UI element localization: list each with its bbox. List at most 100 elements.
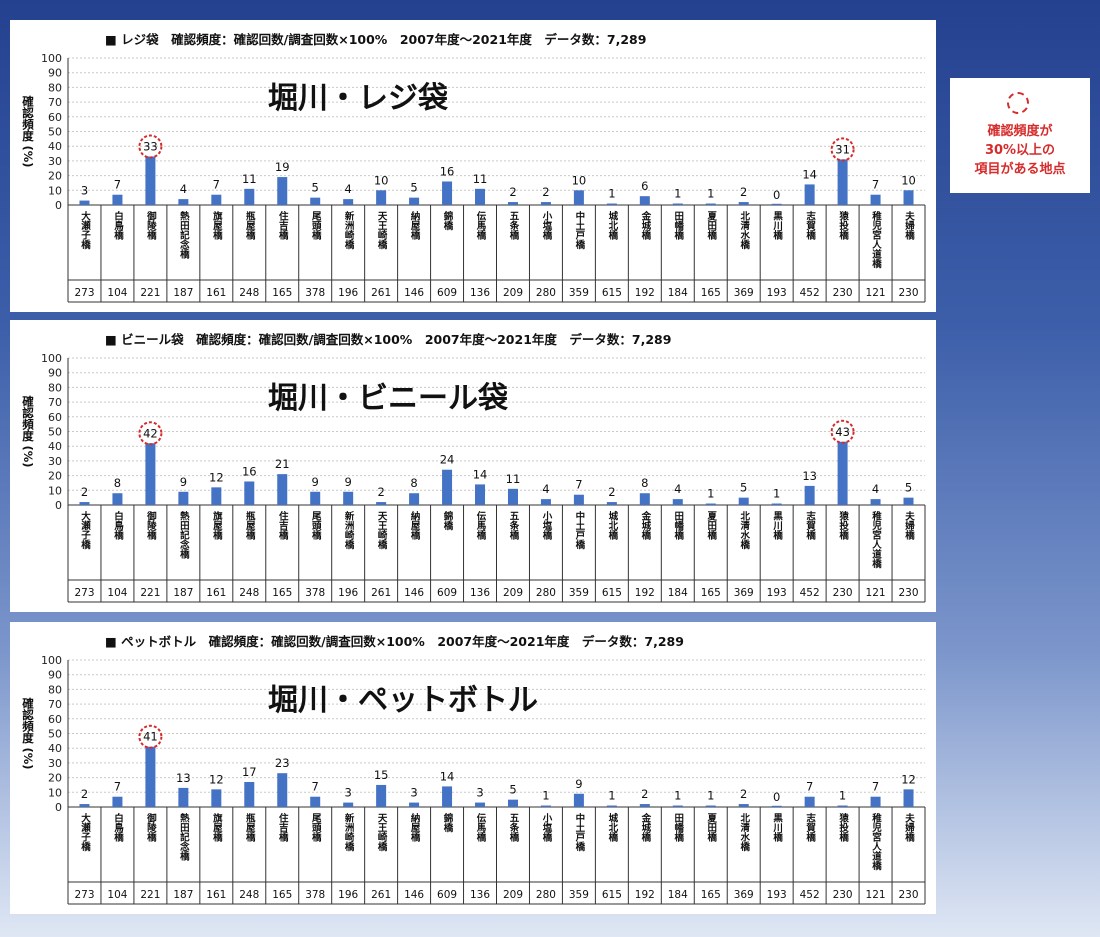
value-label: 7 xyxy=(213,178,220,192)
count-label: 136 xyxy=(470,889,490,901)
bar xyxy=(672,203,683,205)
count-label: 369 xyxy=(734,287,754,299)
category-label: 尾頭橋 xyxy=(310,511,323,540)
y-tick-label: 60 xyxy=(48,713,62,726)
value-label: 12 xyxy=(209,470,224,484)
value-label: 2 xyxy=(608,485,615,499)
value-label: 10 xyxy=(374,173,389,187)
bar xyxy=(442,786,453,807)
bar xyxy=(540,202,551,205)
category-label: 田幡橋 xyxy=(672,511,684,540)
category-label: 小塩橋 xyxy=(540,210,553,240)
value-label: 23 xyxy=(275,756,290,770)
y-tick-label: 0 xyxy=(55,801,62,814)
value-label: 9 xyxy=(180,475,187,489)
bar xyxy=(804,485,815,505)
count-label: 273 xyxy=(74,889,94,901)
count-label: 209 xyxy=(503,587,523,599)
value-label: 1 xyxy=(608,187,615,201)
bar xyxy=(442,181,453,205)
chart-panel-vinyl: ■ ビニール袋 確認頻度：確認回数/調査回数×100% 2007年度～2021年… xyxy=(10,320,936,612)
chart-regi-bags: ■ レジ袋 確認頻度：確認回数/調査回数×100% 2007年度～2021年度 … xyxy=(21,32,926,303)
category-label: 尾頭橋 xyxy=(310,211,323,240)
bar xyxy=(672,499,683,505)
category-label: 五条橋 xyxy=(507,211,520,240)
legend-line-1: 確認頻度が xyxy=(987,124,1053,139)
value-label: 7 xyxy=(312,780,319,794)
value-label: 1 xyxy=(839,789,846,803)
category-label: 熱田記念橋 xyxy=(178,510,191,559)
value-label: 10 xyxy=(901,173,916,187)
value-label: 15 xyxy=(374,768,389,782)
count-label: 209 xyxy=(503,287,523,299)
value-label: 17 xyxy=(242,765,257,779)
y-tick-label: 100 xyxy=(41,52,62,65)
category-label: 城北橋 xyxy=(606,510,618,540)
bar xyxy=(771,805,782,807)
count-label: 161 xyxy=(206,889,226,901)
count-label: 192 xyxy=(635,587,655,599)
value-label: 1 xyxy=(707,487,714,501)
bar xyxy=(211,194,222,205)
y-tick-label: 90 xyxy=(48,367,62,380)
category-label: 錦橋 xyxy=(442,510,455,531)
category-label: 白鳥橋 xyxy=(112,210,124,240)
bar xyxy=(178,491,189,505)
count-label: 136 xyxy=(470,287,490,299)
bar xyxy=(277,773,288,807)
category-label: 中土戸橋 xyxy=(573,510,585,550)
category-label: 新洲崎橋 xyxy=(343,812,355,852)
bar xyxy=(837,441,848,505)
category-label: 熱田記念橋 xyxy=(178,210,191,259)
category-label: 白鳥橋 xyxy=(112,812,124,842)
y-axis-label: 確認頻度 (%) xyxy=(21,395,35,468)
value-label: 16 xyxy=(242,464,257,478)
category-label: 伝馬橋 xyxy=(475,510,488,540)
bar xyxy=(145,443,156,505)
bar xyxy=(738,497,749,505)
y-tick-label: 40 xyxy=(48,140,62,153)
count-label: 104 xyxy=(107,287,127,299)
count-label: 452 xyxy=(800,287,820,299)
category-label: 金城橋 xyxy=(639,510,652,540)
y-tick-label: 50 xyxy=(48,728,62,741)
bar xyxy=(903,789,914,807)
category-label: 白鳥橋 xyxy=(112,510,124,540)
count-label: 280 xyxy=(536,889,556,901)
bar xyxy=(870,499,881,505)
category-label: 夫婦橋 xyxy=(903,210,916,240)
bar xyxy=(903,190,914,205)
bar xyxy=(507,799,518,807)
bar xyxy=(343,802,354,807)
bar xyxy=(244,782,255,807)
count-label: 369 xyxy=(734,587,754,599)
bar xyxy=(804,796,815,807)
value-label: 41 xyxy=(143,730,158,744)
count-label: 248 xyxy=(239,587,259,599)
value-label: 33 xyxy=(143,139,158,153)
bar xyxy=(804,184,815,205)
chart-pet-bottles: ■ ペットボトル 確認頻度：確認回数/調査回数×100% 2007年度～2021… xyxy=(21,634,926,905)
value-label: 6 xyxy=(641,179,648,193)
bar xyxy=(112,194,123,205)
category-label: 天王崎橋 xyxy=(376,813,388,852)
count-label: 615 xyxy=(602,889,622,901)
value-label: 2 xyxy=(509,185,516,199)
chart-title: ■ ビニール袋 確認頻度：確認回数/調査回数×100% 2007年度～2021年… xyxy=(105,332,671,347)
bar xyxy=(376,190,387,205)
category-label: 旗屋橋 xyxy=(211,510,223,540)
value-label: 24 xyxy=(440,453,455,467)
count-label: 209 xyxy=(503,889,523,901)
count-label: 146 xyxy=(404,587,424,599)
category-label: 錦橋 xyxy=(442,812,455,833)
bar xyxy=(310,197,321,205)
bar xyxy=(507,488,518,505)
count-label: 104 xyxy=(107,587,127,599)
y-tick-label: 80 xyxy=(48,381,62,394)
chart-panel-pet: ■ ペットボトル 確認頻度：確認回数/調査回数×100% 2007年度～2021… xyxy=(10,622,936,914)
category-label: 田幡橋 xyxy=(672,211,684,240)
bar xyxy=(639,493,650,505)
count-label: 184 xyxy=(668,889,688,901)
count-label: 193 xyxy=(767,889,787,901)
category-label: 田幡橋 xyxy=(672,813,684,842)
